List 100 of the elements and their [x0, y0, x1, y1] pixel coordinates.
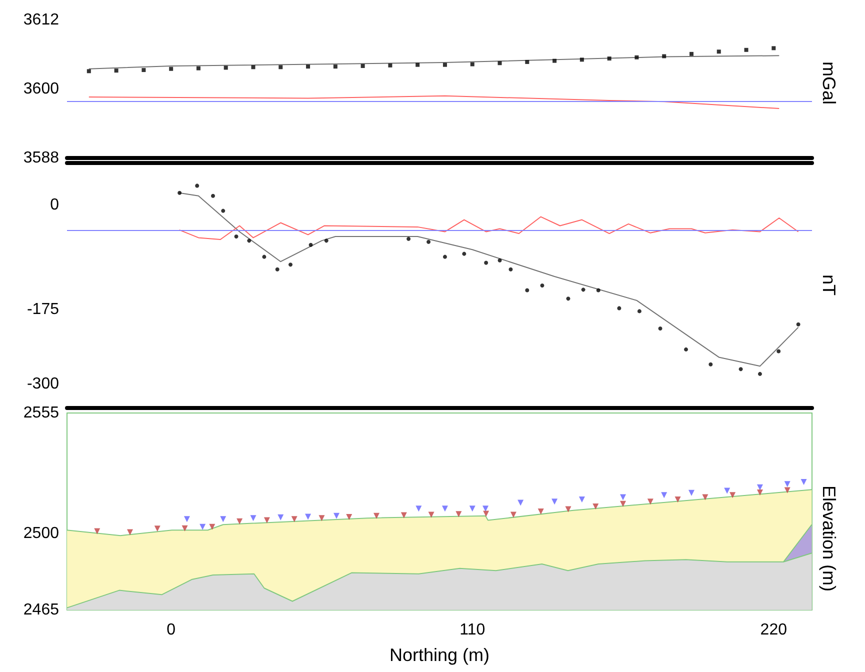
point [724, 488, 730, 494]
y-tick-label: 0 [50, 196, 60, 214]
y-tick-label: 2555 [23, 404, 60, 422]
y-tick-label: -175 [26, 300, 60, 318]
point [275, 267, 280, 272]
y-tick-label: 3600 [23, 80, 60, 98]
point [184, 516, 190, 522]
point [756, 484, 763, 490]
point [308, 242, 313, 247]
point [498, 258, 502, 262]
point [702, 494, 708, 500]
point [744, 48, 748, 52]
point [169, 66, 174, 71]
point [684, 347, 688, 352]
point [580, 58, 584, 62]
point [566, 296, 570, 301]
point [552, 498, 558, 505]
point [278, 65, 283, 70]
x-tick-label: 220 [760, 622, 788, 638]
point [658, 326, 662, 331]
point [442, 506, 448, 512]
point [333, 64, 338, 69]
point [291, 516, 298, 522]
point [538, 508, 544, 514]
point [525, 288, 530, 292]
point [154, 526, 160, 532]
y-axis-title: mGal [819, 62, 839, 105]
point [428, 512, 434, 518]
point [374, 512, 380, 519]
point [552, 58, 557, 63]
point [484, 260, 488, 265]
point [262, 254, 266, 259]
point [195, 184, 200, 188]
point [483, 510, 490, 517]
point [662, 54, 666, 58]
point [250, 515, 256, 522]
point [607, 56, 612, 61]
point [784, 487, 790, 494]
point [247, 238, 252, 243]
y-tick-label: 3588 [23, 150, 60, 166]
point [730, 492, 736, 498]
point [278, 514, 284, 520]
point [224, 66, 228, 70]
point [264, 517, 270, 524]
point [647, 498, 654, 505]
point [708, 362, 713, 366]
point [637, 309, 642, 314]
point [634, 55, 639, 60]
point [469, 506, 476, 512]
point [221, 208, 226, 213]
point [578, 496, 585, 502]
point [800, 478, 807, 485]
point [738, 367, 743, 372]
point [442, 254, 447, 259]
line-series [88, 95, 780, 110]
point [498, 61, 502, 66]
point [508, 267, 513, 272]
x-tick-label: 0 [166, 622, 176, 638]
point [126, 529, 133, 536]
y-axis-title: nT [819, 274, 839, 296]
line-series [178, 216, 799, 240]
point [306, 64, 310, 69]
point [86, 69, 91, 74]
point [360, 64, 365, 68]
point [288, 262, 292, 267]
point [334, 512, 340, 519]
point [784, 481, 790, 488]
point [674, 496, 681, 502]
point [689, 52, 694, 56]
point [620, 494, 626, 500]
point [196, 66, 200, 70]
point [236, 518, 243, 524]
point [318, 515, 325, 522]
y-tick-label: 3612 [23, 12, 60, 28]
point [200, 524, 206, 530]
point [178, 190, 182, 195]
point [324, 238, 328, 243]
point [758, 372, 762, 376]
point [518, 500, 524, 506]
point [416, 62, 420, 67]
point [772, 46, 776, 50]
point [182, 525, 188, 532]
point [426, 240, 431, 244]
point [756, 489, 763, 496]
point [661, 492, 668, 498]
point [142, 68, 146, 72]
x-axis-title: Northing (m) [389, 645, 490, 665]
point [525, 60, 530, 64]
point [470, 62, 474, 66]
point [592, 503, 599, 510]
x-tick-label: 110 [460, 622, 486, 638]
y-tick-label: 2465 [23, 602, 60, 618]
line-series [178, 192, 799, 367]
point [442, 62, 447, 67]
y-axis-title: Elevation (m) [819, 485, 839, 592]
point [617, 306, 622, 310]
point [581, 288, 586, 292]
point [462, 252, 466, 256]
point [406, 236, 411, 241]
point [209, 524, 216, 530]
